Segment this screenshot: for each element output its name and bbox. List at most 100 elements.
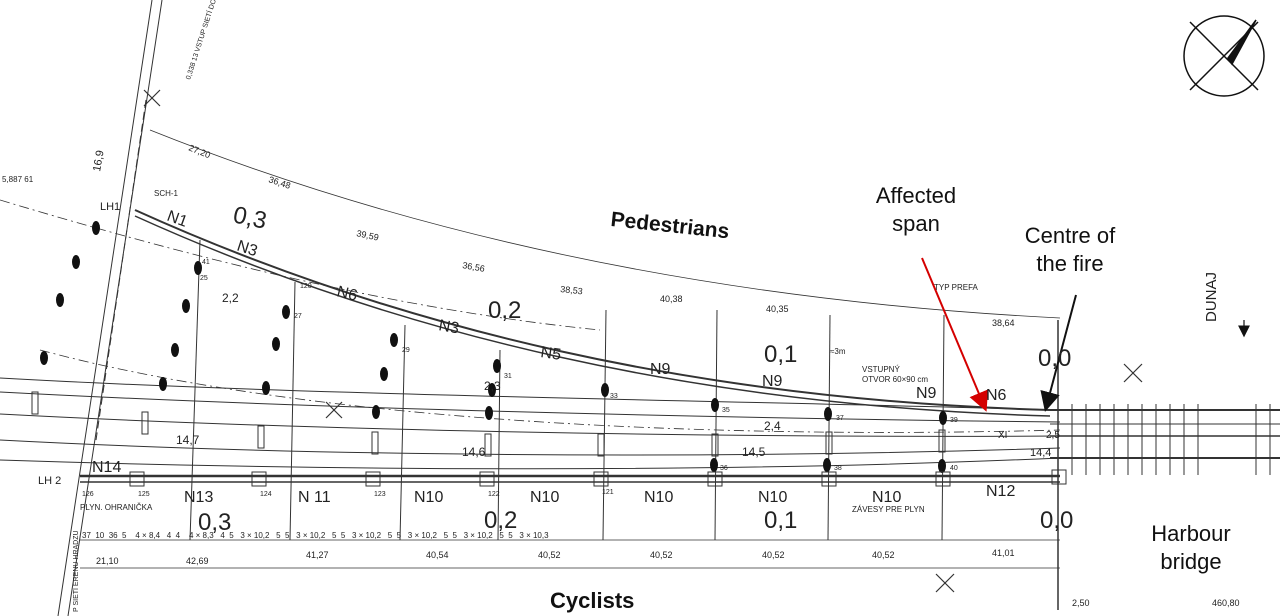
km-label-bottom-1: 0,3 xyxy=(198,509,231,536)
km-label-top-3: 0,1 xyxy=(764,341,797,368)
bottom-dim2-5: 40,52 xyxy=(538,550,561,560)
dim-16-9: 16,9 xyxy=(91,149,107,172)
seg-bottom-4: N10 xyxy=(414,489,443,506)
lh2-label: LH 2 xyxy=(38,475,61,487)
lh1-label: LH1 xyxy=(100,201,120,213)
node-bottom-38: 38 xyxy=(834,465,842,472)
node-bottom-121: 121 xyxy=(602,489,614,496)
affected-span-line1: Affected xyxy=(875,183,957,208)
road-edge-2 xyxy=(0,391,1061,423)
dim-14-4: 14,4 xyxy=(1030,447,1051,459)
seg-top-4: N3 xyxy=(437,317,460,337)
top-dim-4: 36,56 xyxy=(462,260,486,274)
seg-bottom-3: N 11 xyxy=(298,489,331,506)
seg-top-7: N9 xyxy=(762,373,783,390)
seg-top-3: N6 xyxy=(335,283,359,304)
fire-centre-callout: Centre of the fire xyxy=(1000,222,1140,277)
typ-prefa-label: TYP PREFA xyxy=(934,283,979,292)
pier-line-7 xyxy=(827,314,831,541)
seg-bottom-6: N10 xyxy=(644,489,673,506)
km-label-bottom-3: 0,1 xyxy=(764,507,797,534)
pier-line-8 xyxy=(941,314,945,541)
bottom-dim2-1: 21,10 xyxy=(96,556,119,566)
node-bottom-123: 123 xyxy=(374,491,386,498)
axis-line-1 xyxy=(0,199,601,331)
dim-2-2: 2,2 xyxy=(222,291,239,305)
harbour-bridge-callout: Harbour bridge xyxy=(1126,520,1256,575)
seg-top-5: N5 xyxy=(539,344,562,364)
node-top-29: 29 xyxy=(402,347,410,354)
seg-top-6: N9 xyxy=(650,361,671,378)
net-entry-note: 0,338 13 VSTUP SIETÍ DO TERÉNU (CEZ HRÁD… xyxy=(183,0,243,81)
top-dim-8: 38,64 xyxy=(992,318,1015,328)
crossing-line-b xyxy=(57,0,153,616)
bottom-dim2-3: 41,27 xyxy=(306,550,329,560)
bottom-dim2-7: 40,52 xyxy=(762,550,785,560)
node-top-41: 41 xyxy=(202,259,210,266)
road-edge-1 xyxy=(0,377,1061,411)
affected-span-line2: span xyxy=(892,210,940,236)
cyclists-label: Cyclists xyxy=(550,588,635,613)
walkway-edge-lower xyxy=(134,215,1051,417)
bottom-dim2-6: 40,52 xyxy=(650,550,673,560)
left-dim: 5,887 61 xyxy=(2,175,34,184)
bottom-dim2-4: 40,54 xyxy=(426,550,449,560)
fire-centre-line2: the fire xyxy=(1036,250,1104,276)
pier-line-5 xyxy=(602,309,607,541)
dim-2-5: 2,5 xyxy=(1046,430,1060,441)
pier-line-6 xyxy=(714,309,718,541)
km-label-top-1: 0,3 xyxy=(231,201,269,234)
node-bottom-126: 126 xyxy=(82,491,94,498)
top-dim-6: 40,38 xyxy=(660,294,683,304)
node-top-35: 35 xyxy=(722,407,730,414)
seg-bottom-5: N10 xyxy=(530,489,559,506)
node-bottom-36: 36 xyxy=(720,465,728,472)
road-edge-5 xyxy=(0,457,1061,470)
top-dim-5: 38,53 xyxy=(560,284,583,296)
seg-top-1: N1 xyxy=(165,208,190,231)
dim-14-5: 14,5 xyxy=(742,445,766,459)
node-bottom-125: 125 xyxy=(138,491,150,498)
harbour-deck-ticks xyxy=(1071,404,1271,475)
top-dim-7: 40,35 xyxy=(766,304,789,314)
fire-centre-arrow xyxy=(1040,294,1077,412)
bottom-dim2-8: 40,52 xyxy=(872,550,895,560)
xi-label: XI xyxy=(998,430,1007,441)
top-dim-3: 39,59 xyxy=(356,228,380,242)
km-label-bottom-2: 0,2 xyxy=(484,507,517,534)
seg-bottom-8: N10 xyxy=(872,489,901,506)
bottom-dim2-2: 42,69 xyxy=(186,556,209,566)
bottom-dim2-9: 41,01 xyxy=(992,548,1015,558)
bottom-left-note: P SIETI ERENU HRADZU xyxy=(73,530,80,612)
node-top-33: 33 xyxy=(610,393,618,400)
top-dim-1: 27,20 xyxy=(187,143,212,161)
pier-line-3 xyxy=(399,324,406,541)
cross-marks xyxy=(143,89,1143,593)
plyn-label: PLYN. OHRANIČKA xyxy=(80,503,153,512)
km-label-top-4: 0,0 xyxy=(1038,345,1071,372)
road-edge-3 xyxy=(0,413,1061,437)
north-arrow-icon xyxy=(1183,15,1265,97)
vstupny-label: VSTUPNÝ xyxy=(862,365,900,374)
zavesy-label: ZÁVESY PRE PLYN xyxy=(852,505,925,514)
sch-label: SCH-1 xyxy=(154,189,179,198)
dim-2-3: 2,3 xyxy=(484,379,501,393)
dim-460-80: 460,80 xyxy=(1212,598,1240,608)
dim-2-4: 2,4 xyxy=(764,419,781,433)
harbour-line2: bridge xyxy=(1160,548,1222,574)
dim-14-7: 14,7 xyxy=(176,433,200,447)
node-top-31: 31 xyxy=(504,373,512,380)
harbour-line1: Harbour xyxy=(1151,521,1231,546)
node-bottom-122: 122 xyxy=(488,491,500,498)
dim-14-6: 14,6 xyxy=(462,445,486,459)
node-top-120: 120 xyxy=(300,283,312,290)
affected-span-callout: Affected span xyxy=(856,182,976,237)
pier-line-2 xyxy=(289,281,296,541)
affected-span-arrow xyxy=(921,257,989,412)
pier-line-4 xyxy=(497,349,501,541)
node-bottom-124: 124 xyxy=(260,491,272,498)
node-top-37: 37 xyxy=(836,415,844,422)
km-label-bottom-4: 0,0 xyxy=(1040,507,1073,534)
pier-line-1 xyxy=(189,239,201,541)
